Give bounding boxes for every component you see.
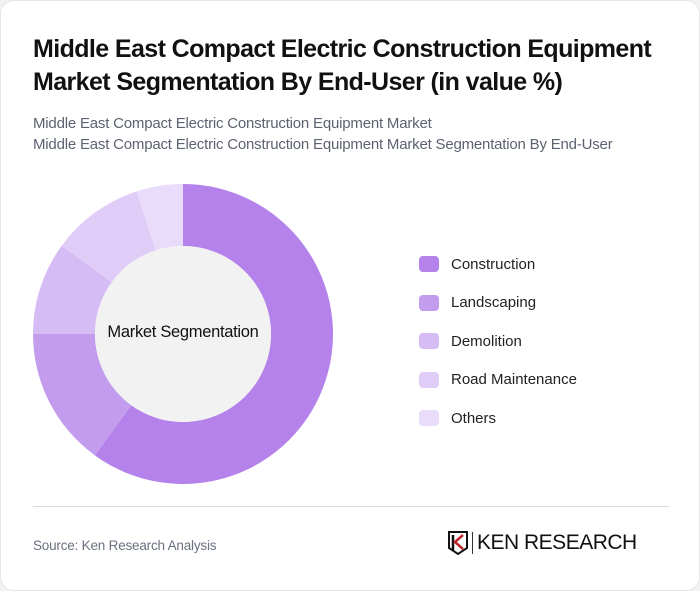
donut-slice-demolition	[33, 245, 112, 334]
donut-hole	[95, 246, 271, 422]
legend-item-demolition: Demolition	[419, 322, 577, 361]
legend-label: Construction	[451, 255, 536, 273]
legend-label: Landscaping	[451, 294, 537, 312]
subtitle-line-2: Middle East Compact Electric Constructio…	[33, 136, 613, 153]
legend-swatch	[419, 371, 439, 388]
logo-text: KEN RESEARCH	[477, 531, 637, 554]
source-note: Source: Ken Research Analysis	[33, 538, 217, 553]
legend-item-construction: Construction	[419, 245, 577, 284]
ken-shield-icon	[448, 531, 468, 555]
donut-slice-road-maintenance	[61, 191, 156, 283]
donut-slice-landscaping	[33, 334, 132, 456]
legend-swatch	[419, 294, 439, 311]
subtitle: Middle East Compact Electric Constructio…	[33, 113, 613, 155]
ken-research-logo: KEN RESEARCH	[448, 531, 637, 555]
legend-swatch	[419, 410, 439, 427]
legend-swatch	[419, 333, 439, 350]
legend: Construction Landscaping Demolition Road…	[419, 245, 577, 438]
legend-label: Road Maintenance	[451, 371, 577, 389]
donut-chart	[33, 184, 334, 484]
donut-slice-construction	[94, 184, 334, 484]
footer-divider	[33, 506, 669, 507]
subtitle-line-1: Middle East Compact Electric Constructio…	[33, 115, 432, 132]
legend-item-road-maintenance: Road Maintenance	[419, 361, 577, 400]
legend-label: Others	[451, 409, 497, 427]
donut-slice-others	[136, 184, 183, 251]
page-title: Middle East Compact Electric Constructio…	[33, 35, 652, 96]
legend-label: Demolition	[451, 332, 522, 350]
legend-item-landscaping: Landscaping	[419, 284, 577, 323]
legend-item-others: Others	[419, 399, 577, 438]
logo-separator	[472, 532, 473, 554]
legend-swatch	[419, 256, 439, 273]
donut-center-label: Market Segmentation	[107, 323, 259, 341]
